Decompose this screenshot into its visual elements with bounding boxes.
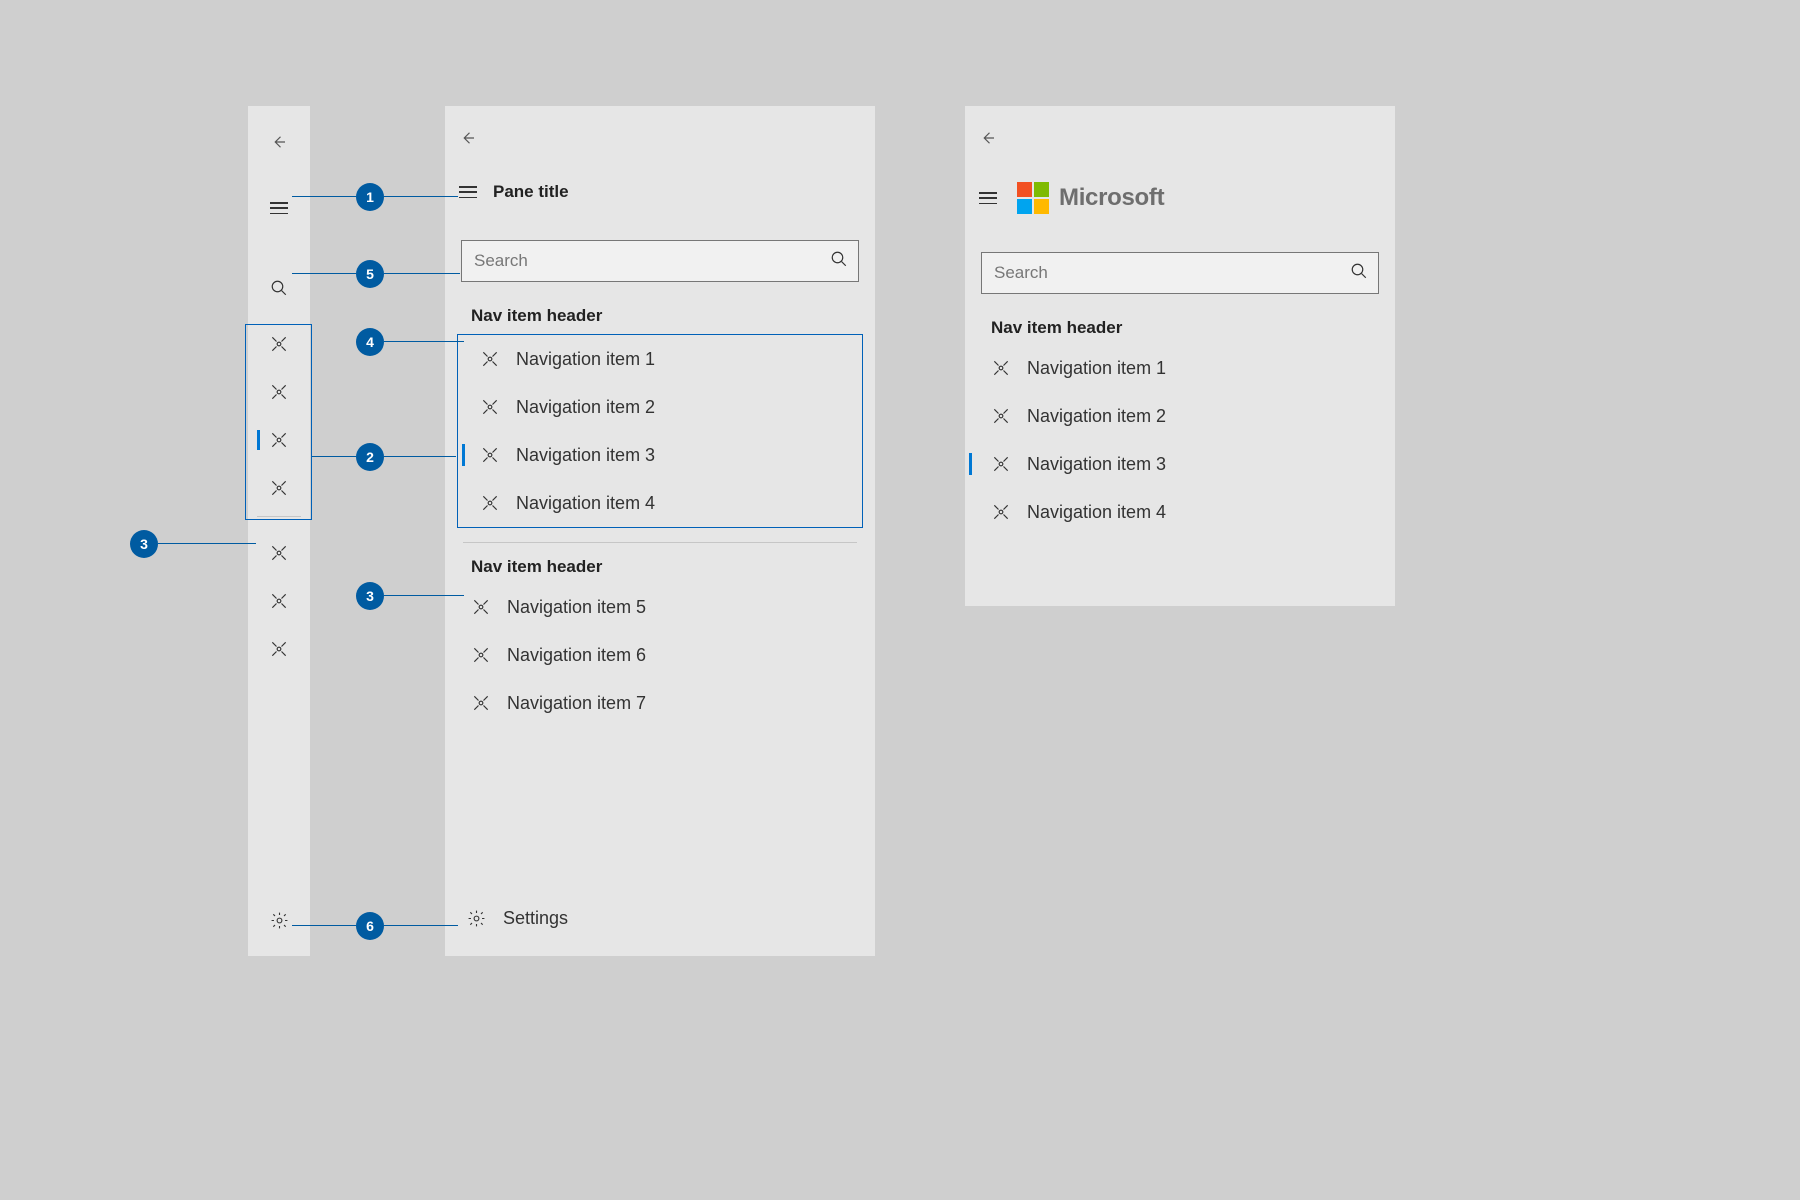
search-input[interactable]: [474, 251, 830, 271]
settings-button-compact[interactable]: [255, 896, 303, 944]
callout-leader: [292, 925, 356, 926]
nav-item-label: Navigation item 1: [1027, 358, 1166, 379]
brand-text: Microsoft: [1059, 184, 1164, 212]
nav-item[interactable]: Navigation item 2: [458, 383, 862, 431]
search-button-compact[interactable]: [255, 264, 303, 312]
nav-item[interactable]: Navigation item 5: [445, 583, 875, 631]
nav-header: Nav item header: [445, 292, 875, 332]
nav-header: Nav item header: [965, 304, 1395, 344]
hamburger-button[interactable]: [255, 184, 303, 232]
nav-item[interactable]: Navigation item 6: [445, 631, 875, 679]
callout-leader: [292, 196, 356, 197]
callout-leader: [384, 273, 460, 274]
nav-item-selected[interactable]: Navigation item 3: [458, 431, 862, 479]
nav-item-label: Navigation item 3: [516, 445, 655, 466]
nav-item[interactable]: Navigation item 7: [445, 679, 875, 727]
callout-leader: [384, 456, 456, 457]
nav-item-label: Navigation item 5: [507, 597, 646, 618]
nav-item[interactable]: Navigation item 4: [458, 479, 862, 527]
nav-item[interactable]: Navigation item 1: [458, 335, 862, 383]
search-box[interactable]: [461, 240, 859, 282]
search-icon: [830, 250, 848, 273]
compact-nav-pane: [248, 106, 310, 956]
branded-nav-pane: Microsoft Nav item header Navigation ite…: [965, 106, 1395, 606]
nav-item-icon: [991, 502, 1027, 522]
callout-badge-1: 1: [356, 183, 384, 211]
callout-leader: [384, 196, 458, 197]
nav-item-label: Navigation item 3: [1027, 454, 1166, 475]
nav-item-icon: [480, 445, 516, 465]
settings-item[interactable]: Settings: [445, 892, 875, 944]
callout-leader: [384, 925, 458, 926]
nav-item-label: Navigation item 1: [516, 349, 655, 370]
hamburger-button[interactable]: [459, 186, 493, 198]
nav-item[interactable]: Navigation item 4: [965, 488, 1395, 536]
nav-item-compact[interactable]: [255, 529, 303, 577]
hamburger-icon: [979, 192, 997, 204]
nav-item-icon: [991, 406, 1027, 426]
hamburger-icon: [270, 202, 288, 214]
nav-item-label: Navigation item 7: [507, 693, 646, 714]
nav-item-label: Navigation item 4: [516, 493, 655, 514]
nav-item[interactable]: Navigation item 1: [965, 344, 1395, 392]
callout-outline-compact: [245, 324, 312, 520]
settings-label: Settings: [503, 908, 568, 929]
callout-badge-2: 2: [356, 443, 384, 471]
microsoft-logo-icon: [1017, 182, 1049, 214]
search-input[interactable]: [994, 263, 1350, 283]
nav-item-icon: [471, 597, 507, 617]
nav-item-label: Navigation item 2: [1027, 406, 1166, 427]
nav-item-icon: [991, 358, 1027, 378]
back-button[interactable]: [255, 118, 303, 166]
hamburger-button[interactable]: [979, 192, 1007, 204]
callout-leader: [312, 456, 356, 457]
callout-badge-5: 5: [356, 260, 384, 288]
nav-item-label: Navigation item 4: [1027, 502, 1166, 523]
callout-badge-3b: 3: [356, 582, 384, 610]
callout-leader: [158, 543, 256, 544]
nav-item-icon: [480, 397, 516, 417]
search-box[interactable]: [981, 252, 1379, 294]
callout-leader: [292, 273, 356, 274]
nav-item-selected[interactable]: Navigation item 3: [965, 440, 1395, 488]
callout-badge-4: 4: [356, 328, 384, 356]
nav-item-icon: [471, 693, 507, 713]
callout-outline-expanded: Navigation item 1 Navigation item 2 Navi…: [457, 334, 863, 528]
callout-leader: [384, 595, 464, 596]
nav-item-compact[interactable]: [255, 577, 303, 625]
pane-title: Pane title: [493, 182, 569, 202]
search-icon: [1350, 262, 1368, 285]
callout-leader: [384, 341, 464, 342]
nav-item-icon: [991, 454, 1027, 474]
back-button[interactable]: [459, 129, 493, 147]
callout-badge-3: 3: [130, 530, 158, 558]
callout-badge-6: 6: [356, 912, 384, 940]
nav-item-icon: [480, 349, 516, 369]
nav-header: Nav item header: [445, 543, 875, 583]
nav-item-label: Navigation item 6: [507, 645, 646, 666]
nav-item-icon: [480, 493, 516, 513]
nav-item-icon: [471, 645, 507, 665]
nav-item-label: Navigation item 2: [516, 397, 655, 418]
nav-item-compact[interactable]: [255, 625, 303, 673]
nav-item[interactable]: Navigation item 2: [965, 392, 1395, 440]
back-button[interactable]: [979, 129, 1013, 147]
expanded-nav-pane: Pane title Nav item header Navigation it…: [445, 106, 875, 956]
gear-icon: [467, 909, 503, 928]
hamburger-icon: [459, 186, 477, 198]
